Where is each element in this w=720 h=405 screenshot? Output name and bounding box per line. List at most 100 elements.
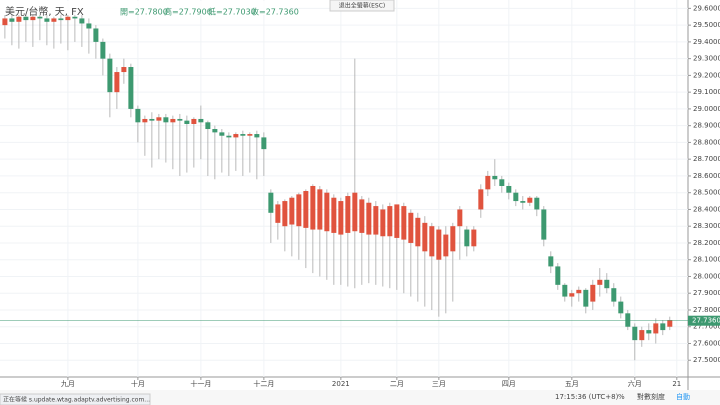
candle-body [184, 120, 190, 124]
x-tick-label: 十月 [131, 379, 145, 388]
candle-body [576, 289, 582, 294]
percent-toggle[interactable]: % [618, 393, 625, 401]
candle-body [632, 326, 638, 341]
candle-body [401, 206, 407, 240]
clock: 17:15:36 (UTC+8) [555, 393, 619, 401]
candle-body [506, 185, 512, 193]
candle-body [331, 197, 337, 233]
candle-body [86, 23, 92, 29]
candle-body [387, 206, 393, 237]
candle-body [597, 279, 603, 285]
y-tick-label: 27.8000 [693, 306, 720, 314]
candle-body [352, 192, 358, 232]
candle-body [345, 196, 351, 233]
candle-body [16, 16, 22, 22]
y-tick-label: 28.0000 [693, 272, 720, 280]
candle-body [660, 323, 666, 331]
candle-body [492, 175, 498, 180]
y-tick-label: 28.9000 [693, 122, 720, 130]
candle-body [611, 288, 617, 302]
exit-button-label[interactable]: 退出全螢幕(ESC) [339, 2, 385, 10]
y-tick-label: 29.4000 [693, 38, 720, 46]
auto-toggle[interactable]: 自動 [676, 392, 690, 401]
candle-body [275, 204, 281, 223]
ohlc-open: 開=27.7800 [120, 8, 168, 17]
candle-body [471, 229, 477, 247]
candle-body [436, 229, 442, 260]
candle-body [37, 16, 43, 19]
candle-body [429, 226, 435, 257]
candle-body [534, 197, 540, 210]
candle-body [457, 209, 463, 227]
y-tick-label: 28.6000 [693, 172, 720, 180]
candle-body [205, 122, 211, 130]
candle-body [79, 18, 85, 24]
x-tick-label: 2021 [332, 380, 350, 388]
candle-body [485, 175, 491, 190]
y-tick-label: 29.1000 [693, 88, 720, 96]
last-price-label: 27.7360 [692, 317, 720, 325]
candle-body [233, 134, 239, 138]
x-tick-label: 九月 [61, 379, 75, 388]
candle-body [9, 18, 15, 22]
y-tick-label: 27.7000 [693, 323, 720, 331]
candle-body [359, 199, 365, 233]
candle-body [44, 18, 50, 22]
x-tick-label: 21 [672, 380, 681, 388]
candle-body [219, 132, 225, 136]
log-toggle[interactable]: 對數刻度 [637, 392, 665, 401]
candle-body [240, 134, 246, 136]
y-tick-label: 29.6000 [693, 4, 720, 12]
candle-body [296, 194, 302, 227]
candle-body [23, 16, 29, 21]
candle-body [51, 18, 57, 22]
bottom-bar [0, 390, 720, 405]
x-tick-label: 六月 [628, 379, 642, 388]
candle-body [646, 330, 652, 334]
candle-body [163, 117, 169, 123]
x-tick-label: 十一月 [190, 379, 211, 388]
y-tick-label: 28.3000 [693, 222, 720, 230]
candle-body [198, 118, 204, 123]
candle-body [212, 129, 218, 133]
candle-body [282, 201, 288, 227]
candle-body [366, 202, 372, 235]
candle-body [373, 206, 379, 235]
candle-body [170, 118, 176, 123]
candle-body [100, 41, 106, 59]
candle-body [653, 323, 659, 334]
candle-body [422, 222, 428, 252]
candle-body [548, 256, 554, 267]
status-bar [0, 393, 151, 405]
ohlc-high: 高=27.7900 [164, 7, 212, 17]
candle-body [583, 289, 589, 307]
candle-body [324, 192, 330, 232]
y-tick-label: 28.4000 [693, 205, 720, 213]
candle-body [72, 16, 78, 19]
candle-body [156, 117, 162, 121]
candle-body [58, 18, 64, 21]
y-tick-label: 27.9000 [693, 289, 720, 297]
candle-body [562, 284, 568, 297]
y-tick-label: 27.6000 [693, 339, 720, 347]
candle-body [338, 201, 344, 235]
candle-body [590, 284, 596, 302]
y-tick-label: 28.1000 [693, 256, 720, 264]
y-tick-label: 29.3000 [693, 55, 720, 63]
candle-body [261, 137, 267, 150]
candle-body [639, 330, 645, 341]
x-tick-label: 四月 [502, 380, 516, 388]
y-tick-label: 27.5000 [693, 356, 720, 364]
ohlc-close: 收=27.7360 [251, 7, 299, 17]
candle-body [317, 189, 323, 230]
status-text: 正在等候 s.update.wtag.adaptv.advertising.co… [3, 396, 150, 404]
exit-button[interactable] [329, 0, 395, 12]
candle-body [121, 67, 127, 73]
candle-body [135, 108, 141, 123]
candle-body [604, 279, 610, 289]
y-tick-label: 28.8000 [693, 138, 720, 146]
candle-body [2, 18, 8, 26]
ohlc-low: 低=27.7030 [208, 7, 256, 17]
